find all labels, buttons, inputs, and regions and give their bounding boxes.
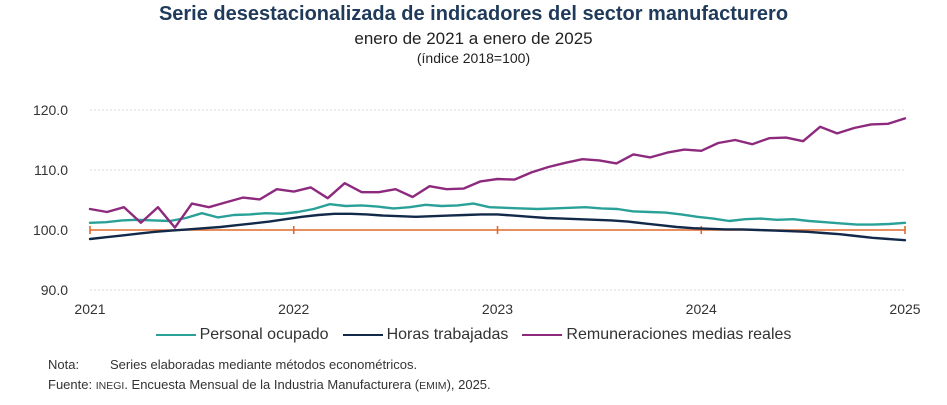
legend: Personal ocupado Horas trabajadas Remune… [0, 326, 947, 344]
series-line-personal [88, 202, 907, 226]
source-org: INEGI [95, 380, 125, 392]
legend-label-horas: Horas trabajadas [386, 326, 509, 343]
legend-swatch-horas [342, 334, 383, 336]
series-line-horas [88, 212, 907, 242]
legend-label-remun: Remuneraciones medias reales [566, 326, 792, 343]
source-text-b: ), 2025. [446, 377, 491, 392]
y-tick-label-0: 90.0 [41, 282, 68, 298]
legend-item-remun: Remuneraciones medias reales [522, 326, 791, 344]
y-tick-label-1: 100.0 [33, 222, 68, 238]
note-label: Nota: [48, 357, 80, 372]
x-tick-label-3: 2024 [686, 301, 717, 317]
legend-label-personal: Personal ocupado [199, 326, 329, 343]
note: Nota: Series elaboradas mediante métodos … [48, 357, 417, 372]
x-tick-label-4: 2025 [889, 301, 920, 317]
chart-unit: (índice 2018=100) [416, 50, 531, 66]
y-tick-label-3: 120.0 [33, 102, 68, 118]
source: Fuente: INEGI. Encuesta Mensual de la In… [48, 377, 491, 392]
series-line-remun [88, 117, 907, 229]
legend-swatch-remun [522, 334, 563, 336]
chart-title: Serie desestacionalizada de indicadores … [158, 3, 789, 25]
line-chart: 90.0 100.0 110.0 120.0 2021 2022 2023 2024 2025 [33, 102, 921, 317]
chart-subtitle: enero de 2021 a enero de 2025 [354, 29, 593, 48]
legend-item-horas: Horas trabajadas [342, 326, 509, 344]
legend-swatch-personal [155, 334, 196, 336]
source-abbr: EMIM [419, 380, 447, 392]
x-tick-label-1: 2022 [278, 301, 309, 317]
x-tick-label-2: 2023 [482, 301, 513, 317]
source-text-a: . Encuesta Mensual de la Industria Manuf… [124, 377, 420, 392]
note-text: Series elaboradas mediante métodos econo… [110, 357, 418, 372]
x-tick-label-0: 2021 [74, 301, 105, 317]
legend-item-personal: Personal ocupado [155, 326, 329, 344]
y-tick-label-2: 110.0 [34, 162, 68, 178]
source-label: Fuente: [48, 377, 93, 392]
